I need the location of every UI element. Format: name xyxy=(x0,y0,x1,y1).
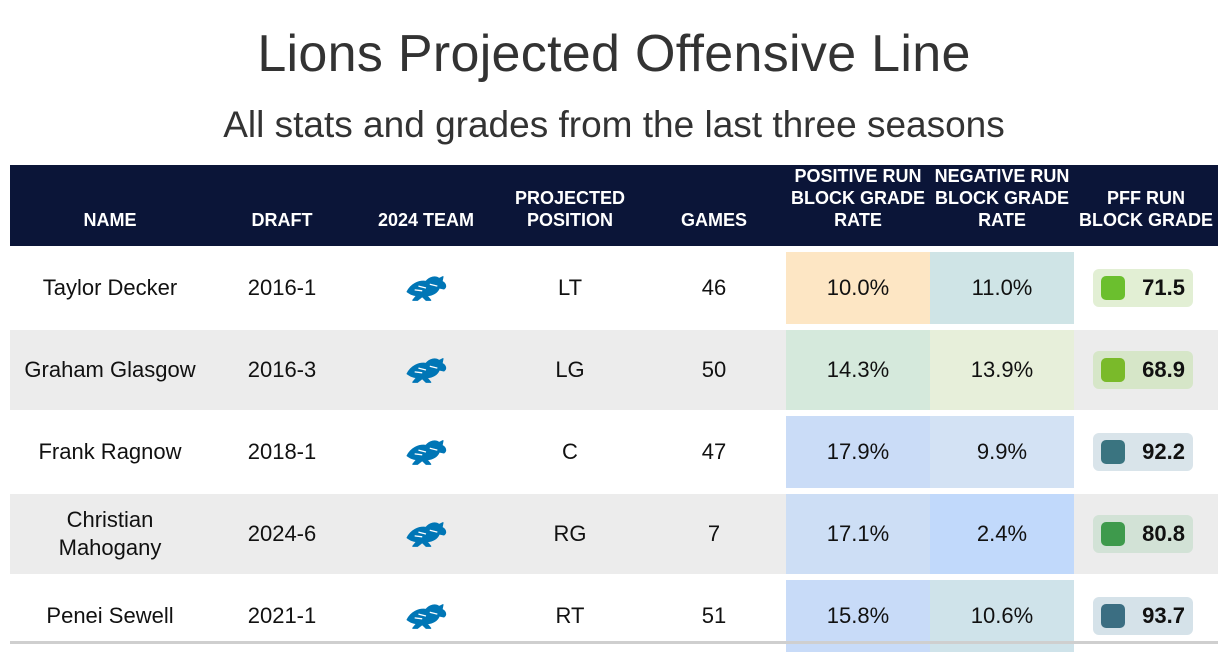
positive-run-block-rate: 17.1% xyxy=(786,494,930,574)
projected-position: LT xyxy=(498,252,642,324)
table-row[interactable]: Christian Mahogany 2024-6 RG 7 17.1% 2.4% 80.8 xyxy=(10,494,1218,574)
team-cell xyxy=(354,580,498,652)
row-spacer xyxy=(10,246,1218,252)
negative-run-block-rate: 2.4% xyxy=(930,494,1074,574)
pff-grade-cell: 68.9 xyxy=(1074,330,1218,410)
column-header-position[interactable]: PROJECTED POSITION xyxy=(498,165,642,246)
row-spacer xyxy=(10,324,1218,330)
grade-color-swatch xyxy=(1101,440,1125,464)
column-header-positive-rate[interactable]: POSITIVE RUN BLOCK GRADE RATE xyxy=(786,165,930,246)
team-cell xyxy=(354,416,498,488)
projected-position: LG xyxy=(498,330,642,410)
grade-color-swatch xyxy=(1101,604,1125,628)
pff-grade-value: 68.9 xyxy=(1142,357,1185,382)
lions-logo-icon xyxy=(358,435,494,469)
negative-run-block-rate: 10.6% xyxy=(930,580,1074,652)
draft-pick: 2021-1 xyxy=(210,580,354,652)
row-spacer xyxy=(10,488,1218,494)
grade-color-swatch xyxy=(1101,522,1125,546)
pff-grade-value: 80.8 xyxy=(1142,521,1185,546)
games-played: 47 xyxy=(642,416,786,488)
pff-grade-cell: 93.7 xyxy=(1074,580,1218,652)
pff-grade-badge: 68.9 xyxy=(1093,351,1193,389)
games-played: 7 xyxy=(642,494,786,574)
lions-logo-icon xyxy=(358,599,494,633)
page-subtitle: All stats and grades from the last three… xyxy=(223,104,1005,145)
pff-grade-badge: 92.2 xyxy=(1093,433,1193,471)
team-cell xyxy=(354,494,498,574)
lions-logo-icon xyxy=(358,353,494,387)
games-played: 46 xyxy=(642,252,786,324)
pff-grade-value: 71.5 xyxy=(1142,275,1185,300)
table-body: Taylor Decker 2016-1 LT 46 10.0% 11.0% 71.5 Gra… xyxy=(10,246,1218,652)
pff-grade-cell: 80.8 xyxy=(1074,494,1218,574)
player-name: Penei Sewell xyxy=(10,580,210,652)
table-row[interactable]: Graham Glasgow 2016-3 LG 50 14.3% 13.9% 68.9 xyxy=(10,330,1218,410)
row-spacer xyxy=(10,410,1218,416)
positive-run-block-rate: 17.9% xyxy=(786,416,930,488)
column-header-negative-rate[interactable]: NEGATIVE RUN BLOCK GRADE RATE xyxy=(930,165,1074,246)
draft-pick: 2024-6 xyxy=(210,494,354,574)
projected-position: RG xyxy=(498,494,642,574)
positive-run-block-rate: 14.3% xyxy=(786,330,930,410)
column-header-games[interactable]: GAMES xyxy=(642,165,786,246)
projected-position: RT xyxy=(498,580,642,652)
negative-run-block-rate: 11.0% xyxy=(930,252,1074,324)
draft-pick: 2016-1 xyxy=(210,252,354,324)
table-header: NAME DRAFT 2024 TEAM PROJECTED POSITION … xyxy=(10,165,1218,246)
lions-logo-icon xyxy=(358,517,494,551)
column-header-pff-grade[interactable]: PFF RUN BLOCK GRADE xyxy=(1074,165,1218,246)
pff-grade-badge: 80.8 xyxy=(1093,515,1193,553)
offensive-line-table: NAME DRAFT 2024 TEAM PROJECTED POSITION … xyxy=(10,165,1218,652)
negative-run-block-rate: 13.9% xyxy=(930,330,1074,410)
pff-grade-cell: 92.2 xyxy=(1074,416,1218,488)
row-spacer xyxy=(10,574,1218,580)
negative-run-block-rate: 9.9% xyxy=(930,416,1074,488)
pff-grade-badge: 71.5 xyxy=(1093,269,1193,307)
team-cell xyxy=(354,330,498,410)
games-played: 51 xyxy=(642,580,786,652)
player-name: Frank Ragnow xyxy=(10,416,210,488)
player-name: Graham Glasgow xyxy=(10,330,210,410)
table-row[interactable]: Frank Ragnow 2018-1 C 47 17.9% 9.9% 92.2 xyxy=(10,416,1218,488)
games-played: 50 xyxy=(642,330,786,410)
pff-grade-value: 92.2 xyxy=(1142,439,1185,464)
draft-pick: 2016-3 xyxy=(210,330,354,410)
page-title: Lions Projected Offensive Line xyxy=(257,25,971,83)
player-name: Christian Mahogany xyxy=(10,494,210,574)
column-header-draft[interactable]: DRAFT xyxy=(210,165,354,246)
pff-grade-badge: 93.7 xyxy=(1093,597,1193,635)
table-row[interactable]: Penei Sewell 2021-1 RT 51 15.8% 10.6% 93.7 xyxy=(10,580,1218,652)
projected-position: C xyxy=(498,416,642,488)
positive-run-block-rate: 10.0% xyxy=(786,252,930,324)
player-name: Taylor Decker xyxy=(10,252,210,324)
positive-run-block-rate: 15.8% xyxy=(786,580,930,652)
grade-color-swatch xyxy=(1101,358,1125,382)
column-header-name[interactable]: NAME xyxy=(10,165,210,246)
lions-logo-icon xyxy=(358,271,494,305)
column-header-team[interactable]: 2024 TEAM xyxy=(354,165,498,246)
table-bottom-rule xyxy=(10,641,1218,644)
draft-pick: 2018-1 xyxy=(210,416,354,488)
table-row[interactable]: Taylor Decker 2016-1 LT 46 10.0% 11.0% 71.5 xyxy=(10,252,1218,324)
grade-color-swatch xyxy=(1101,276,1125,300)
pff-grade-value: 93.7 xyxy=(1142,603,1185,628)
pff-grade-cell: 71.5 xyxy=(1074,252,1218,324)
team-cell xyxy=(354,252,498,324)
